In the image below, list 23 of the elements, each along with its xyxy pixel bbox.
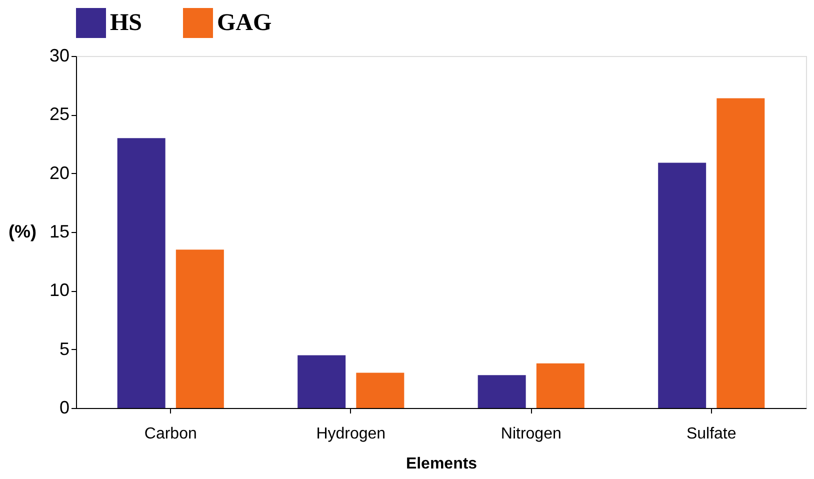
bar <box>298 355 346 408</box>
y-tick-label: 30 <box>49 46 70 66</box>
x-tick-label: Sulfate <box>686 426 736 442</box>
y-tick-label: 25 <box>49 104 70 124</box>
bar <box>536 363 584 408</box>
y-tick-label: 10 <box>49 280 70 300</box>
y-axis-title: (%) <box>8 222 36 242</box>
y-tick-label: 15 <box>49 222 70 242</box>
bar <box>356 372 404 408</box>
y-tick-label: 20 <box>49 162 70 183</box>
legend-label: GAG <box>217 10 272 36</box>
bar <box>117 138 166 408</box>
legend-label: HS <box>110 10 142 36</box>
y-tick-label: 5 <box>59 338 70 359</box>
x-axis-title: Elements <box>406 456 478 472</box>
bar <box>176 250 224 408</box>
bar <box>478 375 526 408</box>
bar <box>658 162 706 408</box>
y-tick-label: 0 <box>59 398 70 418</box>
bar <box>716 98 765 408</box>
x-tick-label: Carbon <box>144 426 197 442</box>
x-tick-label: Hydrogen <box>316 426 386 442</box>
x-tick-label: Nitrogen <box>500 426 562 442</box>
